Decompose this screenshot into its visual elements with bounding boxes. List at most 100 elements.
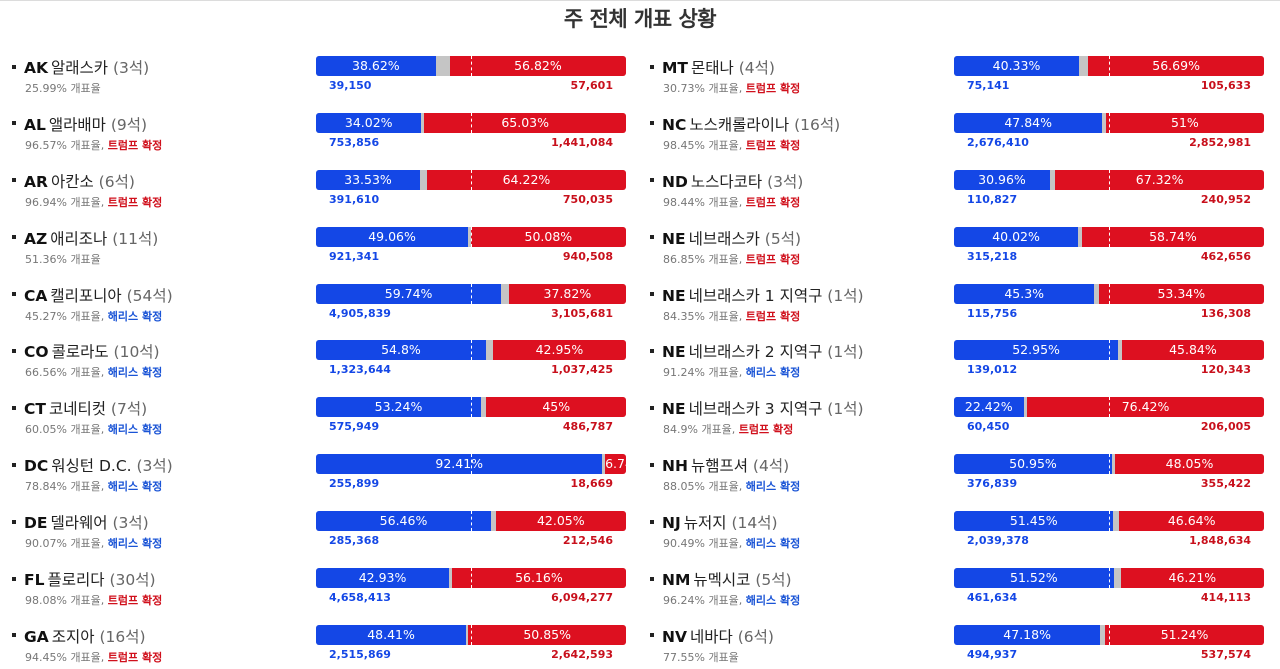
harris-votes: 753,856 (329, 135, 380, 149)
state-row[interactable]: AZ 애리조나 (11석) 51.36% 개표율 49.06% 50.08% 921,34… (12, 226, 634, 284)
trump-votes: 212,546 (562, 534, 613, 548)
state-code: AZ (24, 229, 48, 248)
state-row[interactable]: ND 노스다코타 (3석) 98.44% 개표율, 트럼프 확정 30.96% 67.3… (650, 169, 1272, 227)
state-name: CO 콜로라도 (10석) (12, 340, 160, 362)
state-row[interactable]: FL 플로리다 (30석) 98.08% 개표율, 트럼프 확정 42.93% 56.1… (12, 568, 634, 625)
trump-votes: 120,343 (1200, 363, 1251, 377)
state-row[interactable]: NE 네브래스카 1 지역구 (1석) 84.35% 개표율, 트럼프 확정 45.3… (650, 283, 1272, 341)
vote-share-bar: 51.45% 46.64% (954, 511, 1264, 532)
harris-share-segment: 38.62% (316, 56, 436, 76)
vote-counts: 110,827 240,952 (954, 193, 1264, 207)
other-share-segment (468, 226, 471, 247)
trump-votes: 940,508 (562, 249, 613, 263)
trump-votes: 537,574 (1200, 647, 1251, 661)
harris-share-segment: 45.3% (954, 283, 1095, 304)
state-row[interactable]: NE 네브래스카 (5석) 86.85% 개표율, 트럼프 확정 40.02% 58.7… (650, 226, 1272, 284)
electoral-seats: (1석) (827, 400, 864, 419)
vote-counts: 39,150 57,601 (316, 79, 626, 93)
trump-share-segment: 50.08% (470, 226, 626, 247)
harris-share-segment: 33.53% (316, 169, 420, 190)
harris-share-segment: 52.95% (954, 340, 1119, 361)
state-label: 알래스카 (51, 59, 113, 77)
turnout-rate: 98.08% 개표율, (25, 594, 108, 608)
state-label: 애리조나 (50, 229, 113, 248)
state-row[interactable]: AR 아칸소 (6석) 96.94% 개표율, 트럼프 확정 33.53% 64.22%… (12, 169, 634, 227)
trump-share-segment: 42.95% (492, 340, 626, 361)
bullet-icon (650, 235, 654, 240)
state-row[interactable]: NM 뉴멕시코 (5석) 96.24% 개표율, 해리스 확정 51.52% 46.21… (650, 568, 1272, 625)
trump-votes: 750,035 (562, 192, 613, 206)
turnout-rate: 91.24% 개표율, (663, 366, 746, 380)
majority-line (471, 56, 472, 76)
winner-status: 해리스 확정 (107, 423, 163, 437)
electoral-seats: (3석) (112, 514, 149, 533)
vote-share-bar: 51.52% 46.21% (954, 568, 1264, 589)
bullet-icon (650, 633, 654, 638)
vote-counts: 285,368 212,546 (316, 534, 626, 548)
other-share-segment (1102, 112, 1106, 133)
state-code: DC (24, 457, 49, 476)
vote-share-bar: 40.33% 56.69% (954, 56, 1264, 76)
state-code: CT (24, 400, 46, 419)
state-code: NE (662, 286, 686, 305)
harris-votes: 4,905,839 (329, 306, 391, 320)
state-row[interactable]: CT 코네티컷 (7석) 60.05% 개표율, 해리스 확정 53.24% 45% 57… (12, 397, 634, 454)
trump-votes: 1,037,425 (551, 363, 613, 377)
state-row[interactable]: NJ 뉴저지 (14석) 90.49% 개표율, 해리스 확정 51.45% 46.64… (650, 511, 1272, 568)
other-share-segment (1113, 568, 1121, 589)
state-name: AL 앨라배마 (9석) (12, 113, 147, 135)
winner-status: 해리스 확정 (107, 309, 163, 323)
counting-status: 94.45% 개표율, 트럼프 확정 (25, 649, 162, 665)
vote-share-bar: 48.41% 50.85% (316, 624, 626, 645)
counting-status: 84.9% 개표율, 트럼프 확정 (663, 421, 793, 437)
state-row[interactable]: CA 캘리포니아 (54석) 45.27% 개표율, 해리스 확정 59.74% 37.… (12, 283, 634, 341)
state-name: NM 뉴멕시코 (5석) (650, 568, 792, 590)
state-row[interactable]: DE 델라웨어 (3석) 90.07% 개표율, 해리스 확정 56.46% 42.05… (12, 511, 634, 568)
counting-status: 25.99% 개표율 (25, 80, 101, 96)
majority-line (1109, 624, 1110, 645)
other-share-segment (1023, 397, 1028, 418)
state-name: NH 뉴햄프셔 (4석) (650, 454, 789, 476)
state-row[interactable]: GA 조지아 (16석) 94.45% 개표율, 트럼프 확정 48.41% 50.85… (12, 624, 634, 669)
state-row[interactable]: NV 네바다 (6석) 77.55% 개표율 47.18% 51.24% 494,937 5… (650, 624, 1272, 669)
bullet-icon (12, 348, 16, 353)
harris-votes: 2,676,410 (967, 135, 1029, 149)
harris-votes: 255,899 (329, 477, 380, 491)
harris-share-segment: 49.06% (316, 226, 469, 247)
state-row[interactable]: AL 앨라배마 (9석) 96.57% 개표율, 트럼프 확정 34.02% 65.03… (12, 112, 634, 170)
harris-share-segment: 22.42% (954, 397, 1024, 418)
turnout-rate: 45.27% 개표율, (25, 309, 108, 323)
harris-votes: 139,012 (967, 363, 1018, 377)
state-row[interactable]: MT 몬태나 (4석) 30.73% 개표율, 트럼프 확정 40.33% 56.69%… (650, 56, 1272, 113)
bullet-icon (12, 405, 16, 410)
state-row[interactable]: NE 네브래스카 2 지역구 (1석) 91.24% 개표율, 해리스 확정 52.9… (650, 340, 1272, 397)
harris-share-segment: 47.18% (954, 624, 1101, 645)
state-row[interactable]: NE 네브래스카 3 지역구 (1석) 84.9% 개표율, 트럼프 확정 22.42… (650, 397, 1272, 454)
electoral-seats: (1석) (827, 343, 864, 362)
bullet-icon (12, 178, 16, 183)
state-name: DC 워싱턴 D.C. (3석) (12, 454, 173, 476)
state-name: NC 노스캐롤라이나 (16석) (650, 113, 840, 135)
state-name: CT 코네티컷 (7석) (12, 397, 147, 419)
vote-share-bar: 56.46% 42.05% (316, 511, 626, 532)
state-row[interactable]: NC 노스캐롤라이나 (16석) 98.45% 개표율, 트럼프 확정 47.84% 5… (650, 112, 1272, 170)
electoral-seats: (7석) (110, 400, 148, 419)
state-row[interactable]: NH 뉴햄프셔 (4석) 88.05% 개표율, 해리스 확정 50.95% 48.05… (650, 454, 1272, 511)
vote-share-bar: 30.96% 67.32% (954, 169, 1264, 190)
state-row[interactable]: AK 알래스카 (3석) 25.99% 개표율 38.62% 56.82% 39,150 5… (12, 56, 634, 113)
vote-counts: 2,515,869 2,642,593 (316, 648, 626, 662)
harris-share-segment: 92.41% (316, 454, 603, 475)
counting-status: 66.56% 개표율, 해리스 확정 (25, 364, 162, 380)
majority-line (471, 397, 472, 418)
vote-counts: 75,141 105,633 (954, 79, 1264, 93)
state-label: 캘리포니아 (50, 286, 127, 305)
electoral-seats: (16석) (794, 115, 841, 134)
other-share-segment (1049, 169, 1056, 190)
state-row[interactable]: DC 워싱턴 D.C. (3석) 78.84% 개표율, 해리스 확정 92.41% 6… (12, 454, 634, 511)
bullet-icon (650, 405, 654, 410)
trump-votes: 6,094,277 (551, 591, 613, 605)
vote-share-bar: 92.41%6.74% (316, 454, 626, 475)
state-label: 네브래스카 1 지역구 (688, 286, 828, 305)
state-row[interactable]: CO 콜로라도 (10석) 66.56% 개표율, 해리스 확정 54.8% 42.95… (12, 340, 634, 397)
electoral-seats: (1석) (827, 286, 864, 305)
